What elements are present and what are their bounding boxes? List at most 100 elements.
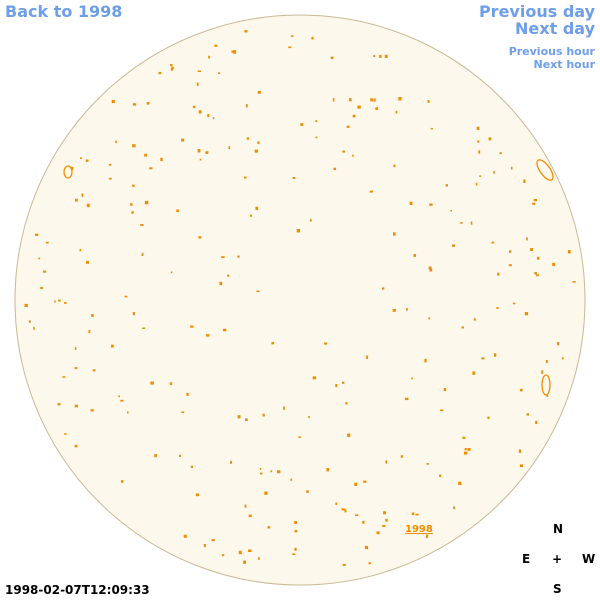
speckle <box>131 211 134 214</box>
speckle <box>426 534 429 538</box>
speckle <box>243 560 246 564</box>
speckle <box>80 157 83 159</box>
speckle <box>141 252 144 256</box>
speckle <box>245 104 248 108</box>
speckle <box>333 167 337 170</box>
speckle <box>398 97 402 101</box>
speckle <box>572 281 576 283</box>
previous-hour-link[interactable]: Previous hour <box>508 45 595 58</box>
speckle <box>382 287 385 290</box>
speckle <box>259 468 262 470</box>
speckle <box>385 518 388 522</box>
next-day-link[interactable]: Next day <box>515 19 595 38</box>
speckle <box>352 154 354 157</box>
speckle <box>384 54 388 58</box>
speckle <box>120 399 124 402</box>
speckle <box>494 353 497 357</box>
speckle <box>181 411 185 414</box>
speckle <box>533 199 537 202</box>
speckle <box>62 376 66 378</box>
speckle <box>341 381 345 384</box>
speckle <box>108 163 112 166</box>
speckle <box>496 307 499 309</box>
speckle <box>546 360 548 363</box>
speckle <box>478 150 481 154</box>
speckle <box>88 329 91 334</box>
speckle <box>424 358 427 363</box>
speckle <box>523 179 526 183</box>
speckle <box>221 554 225 557</box>
speckle <box>427 100 430 103</box>
speckle <box>271 342 275 345</box>
speckle <box>357 105 361 109</box>
speckle <box>315 136 318 139</box>
speckle <box>411 512 415 515</box>
speckle <box>461 326 464 329</box>
speckle <box>393 164 396 168</box>
speckle <box>439 474 442 477</box>
speckle <box>92 369 96 372</box>
speckle <box>292 177 296 179</box>
speckle <box>132 103 137 106</box>
speckle <box>393 232 396 236</box>
year-label-link[interactable]: 1998 <box>405 524 433 535</box>
speckle <box>74 367 78 370</box>
speckle <box>370 98 373 102</box>
speckle <box>440 409 444 412</box>
speckle <box>196 82 199 86</box>
speckle <box>552 262 556 267</box>
speckle <box>342 563 346 566</box>
speckle <box>324 342 328 345</box>
active-region <box>63 165 73 179</box>
speckle <box>499 152 502 155</box>
speckle <box>43 270 47 273</box>
speckle <box>91 314 94 317</box>
speckle <box>127 411 129 414</box>
compass-west: W <box>582 552 596 566</box>
speckle <box>473 318 476 321</box>
speckle <box>288 46 292 49</box>
speckle <box>115 140 117 144</box>
speckle <box>373 55 376 57</box>
speckle <box>183 534 187 538</box>
speckle <box>264 491 268 495</box>
speckle <box>452 244 455 247</box>
speckle <box>488 137 492 141</box>
solar-disk <box>14 14 586 586</box>
speckle <box>199 158 202 161</box>
speckle <box>233 50 237 54</box>
speckle <box>108 177 112 180</box>
speckle <box>519 464 523 468</box>
speckle <box>231 50 235 53</box>
previous-day-link[interactable]: Previous day <box>478 2 595 21</box>
speckle <box>510 166 513 170</box>
speckle <box>368 562 372 565</box>
speckle <box>246 137 250 140</box>
speckle <box>54 300 56 303</box>
speckle <box>74 444 78 448</box>
speckle <box>257 141 260 145</box>
speckle <box>487 416 490 419</box>
speckle <box>354 482 358 486</box>
speckle <box>130 203 133 206</box>
speckle <box>426 463 429 465</box>
speckle <box>132 144 136 148</box>
speckle <box>335 502 338 505</box>
speckle <box>330 56 334 59</box>
speckle <box>110 344 114 348</box>
speckle <box>335 384 338 388</box>
speckle <box>219 281 223 286</box>
speckle <box>238 550 242 555</box>
speckle <box>342 150 345 153</box>
speckle <box>561 357 564 360</box>
next-hour-link[interactable]: Next hour <box>533 58 596 71</box>
speckle <box>497 272 500 276</box>
speckle <box>355 514 359 516</box>
back-to-year-link[interactable]: Back to 1998 <box>5 2 123 21</box>
speckle <box>45 241 49 244</box>
speckle <box>532 202 536 205</box>
speckle <box>491 241 495 244</box>
speckle <box>170 64 173 67</box>
speckle <box>40 287 44 289</box>
speckle <box>244 176 247 179</box>
